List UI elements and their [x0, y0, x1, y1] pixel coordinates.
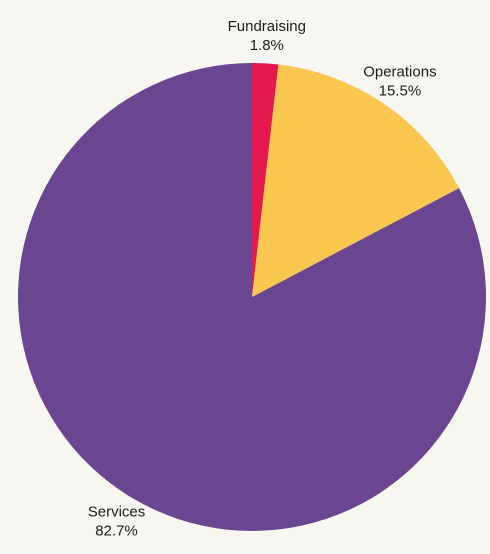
slice-label-services: Services [88, 504, 146, 521]
slice-value-services: 82.7% [95, 523, 138, 540]
slice-label-operations: Operations [363, 63, 436, 80]
pie-slice-operations [252, 64, 460, 298]
slice-value-fundraising: 1.8% [250, 37, 284, 54]
slice-value-operations: 15.5% [379, 82, 422, 99]
pie-labels: Fundraising 1.8% Operations 15.5% Services 82… [88, 18, 437, 540]
pie-slice-fundraising [252, 62, 279, 297]
pie-slices [17, 62, 486, 531]
pie-slice-services [17, 63, 486, 531]
slice-label-fundraising: Fundraising [228, 18, 306, 35]
